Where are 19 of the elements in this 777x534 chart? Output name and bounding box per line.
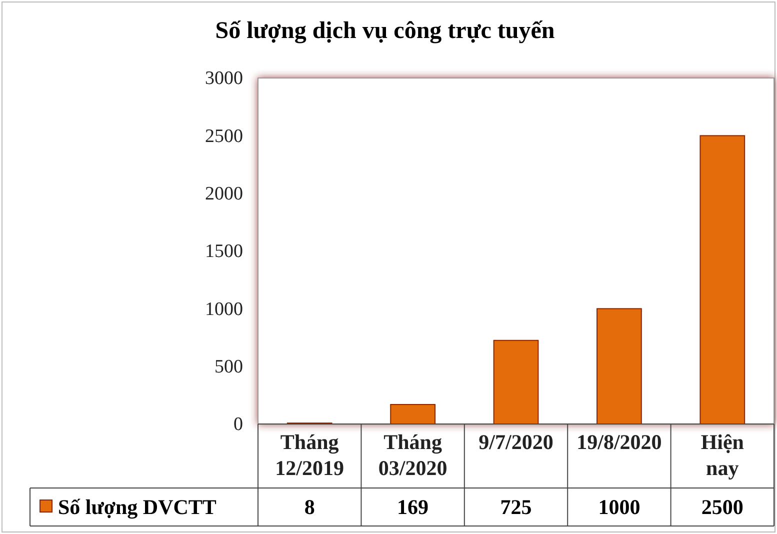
data-label: 2500 [701,495,744,519]
y-tick-label: 500 [214,356,243,378]
data-label: 725 [500,495,532,519]
y-tick-label: 1500 [205,241,243,262]
y-tick-label: 1000 [205,298,243,320]
y-tick-label: 0 [234,414,243,436]
x-tick-label: Tháng 03/2020 [378,430,448,480]
y-tick-label: 2000 [205,183,243,204]
data-label: 8 [304,495,315,519]
x-tick-label: 9/7/2020 [478,430,554,454]
x-tick-label: Hiện nay [700,430,744,480]
data-label: 169 [397,495,429,519]
y-tick-label: 2500 [205,126,243,147]
x-tick-label: Tháng 12/2019 [275,430,344,480]
data-label: 1000 [598,495,640,519]
y-tick-label: 3000 [205,68,243,90]
chart-title: Số lượng dịch vụ công trực tuyến [215,18,555,44]
legend-label: Số lượng DVCTT [58,495,216,519]
x-tick-label: 19/8/2020 [576,430,662,454]
